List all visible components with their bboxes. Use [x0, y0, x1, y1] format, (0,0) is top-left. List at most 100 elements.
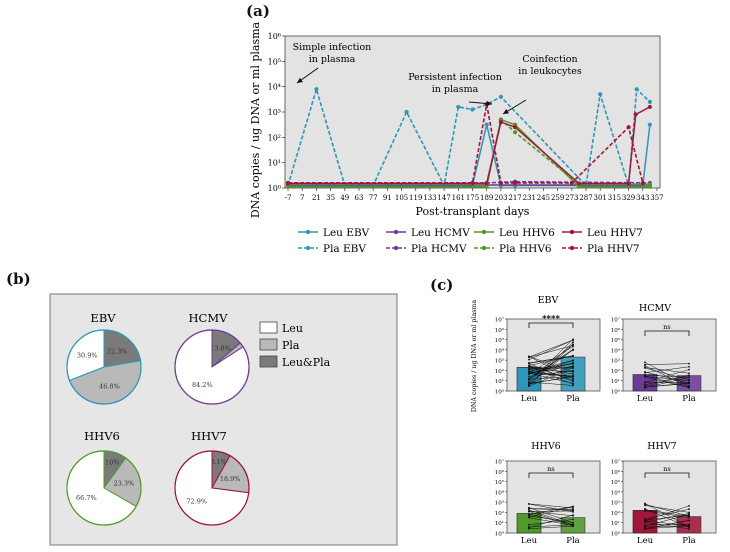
pie-title-hcmv: HCMV [189, 311, 229, 325]
bar-y-tick-label: 10² [495, 510, 504, 517]
bar-category-label: Pla [682, 394, 696, 404]
paired-line [644, 367, 690, 374]
bar-y-tick-label: 10² [611, 368, 620, 375]
data-point-pla-hhv7 [569, 180, 574, 186]
x-tick-label: 119 [409, 194, 422, 202]
annotation-coinfection: in leukocytes [518, 66, 582, 77]
bar-y-tick-label: 10² [611, 510, 620, 517]
bar-title-hhv6: HHV6 [531, 441, 560, 452]
pie-slice-label: 30.9% [77, 352, 98, 360]
paired-point [644, 371, 646, 374]
bar-title-ebv: EBV [538, 295, 559, 306]
bar-y-tick-label: 10³ [611, 358, 620, 365]
paired-point [688, 379, 690, 382]
significance-label: **** [542, 314, 560, 324]
paired-point [572, 525, 574, 528]
x-tick-label: 259 [551, 194, 564, 202]
bar-category-label: Pla [566, 394, 580, 404]
x-tick-label: 231 [523, 194, 536, 202]
x-tick-label: 49 [340, 194, 349, 202]
data-point-pla-ebv [404, 109, 409, 115]
paired-point [572, 524, 574, 526]
bar-category-label: Leu [521, 536, 538, 546]
paired-point [528, 513, 530, 516]
y-tick-label: 10³ [268, 108, 281, 117]
paired-point [528, 503, 530, 505]
x-tick-label: 77 [369, 194, 378, 202]
x-tick-label: 105 [395, 194, 408, 202]
pie-slice-label: 23.3% [114, 480, 135, 488]
paired-point [528, 378, 530, 380]
legend-swatch-dot [481, 229, 487, 235]
y-axis-label: DNA copies / ug DNA or ml plasma [249, 21, 262, 218]
pie-legend-swatch [259, 321, 278, 334]
paired-line [644, 520, 690, 527]
data-point-leu-hhv7 [633, 112, 638, 117]
legend-swatch-dot [305, 229, 311, 235]
paired-line [528, 372, 574, 377]
paired-point [644, 383, 646, 386]
bar-category-label: Leu [637, 536, 654, 546]
paired-point [644, 376, 646, 378]
x-tick-label: 189 [480, 194, 493, 202]
pie-legend-label: Pla [282, 339, 300, 352]
paired-point [572, 349, 574, 351]
paired-point [528, 372, 530, 374]
pie-outline-hhv7 [174, 450, 250, 526]
bar-y-tick-label: 10⁵ [611, 479, 620, 486]
paired-line [644, 504, 690, 517]
x-tick-label: 301 [594, 194, 607, 202]
paired-point [572, 366, 574, 369]
paired-point [572, 373, 574, 375]
paired-point [572, 359, 574, 362]
bar-category-label: Pla [682, 536, 696, 546]
paired-point [572, 370, 574, 373]
x-tick-label: 133 [423, 194, 436, 202]
bar-y-tick-label: 10¹ [611, 520, 620, 527]
significance-bracket [528, 322, 574, 328]
paired-line [644, 503, 690, 527]
paired-point [572, 377, 574, 380]
series-line-leu-hhv6 [288, 118, 650, 188]
paired-line [644, 371, 690, 384]
paired-point [644, 519, 646, 521]
bar-y-tick-label: 10⁶ [495, 469, 505, 476]
paired-point [528, 362, 530, 365]
paired-point [572, 365, 574, 368]
paired-line [644, 524, 690, 526]
pie-slice-label: 84.2% [192, 381, 213, 389]
paired-line [644, 376, 690, 388]
paired-line [644, 508, 690, 520]
paired-line [528, 508, 574, 511]
x-tick-label: 147 [437, 194, 450, 202]
paired-line [528, 509, 574, 526]
pie-slice-label: 8.1% [210, 458, 227, 466]
paired-point [572, 505, 574, 508]
paired-point [688, 528, 690, 530]
bar-y-tick-label: 10¹ [611, 378, 620, 385]
paired-point [528, 514, 530, 517]
pie-legend-swatch [259, 355, 278, 368]
paired-point [528, 510, 530, 513]
legend-label: Pla HCMV [411, 243, 467, 255]
data-point-pla-hhv6 [647, 182, 652, 187]
paired-line [528, 514, 574, 528]
data-point-pla-hhv7 [498, 180, 503, 186]
legend-label: Leu HHV7 [587, 227, 643, 239]
paired-line [528, 525, 574, 529]
bar-y-tick-label: 10³ [611, 500, 620, 507]
y-tick-label: 10⁰ [268, 184, 281, 193]
paired-point [572, 344, 574, 347]
significance-label: ns [547, 465, 555, 473]
paired-point [688, 362, 690, 365]
paired-point [688, 508, 690, 511]
legend-swatch-dot [569, 245, 575, 251]
legend-swatch-dot [569, 229, 575, 235]
paired-point [528, 507, 530, 510]
x-tick-label: 343 [636, 194, 649, 202]
paired-line [528, 356, 574, 364]
paired-line [644, 369, 690, 383]
x-tick-label: 357 [650, 194, 663, 202]
paired-line [644, 376, 690, 381]
